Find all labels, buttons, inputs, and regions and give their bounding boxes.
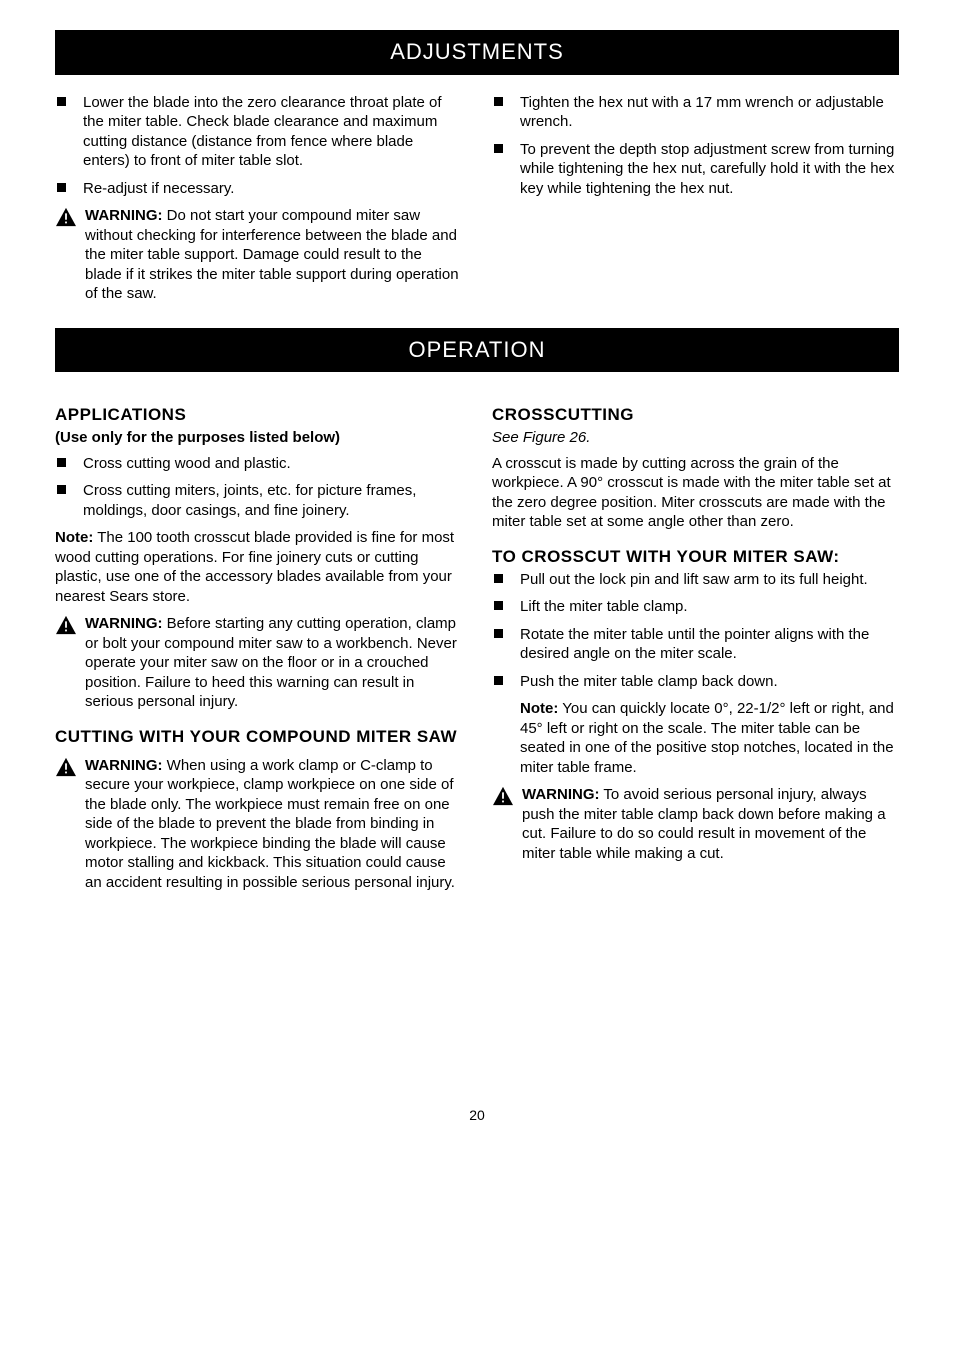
warning-label: WARNING: [85,757,163,774]
warning-text: WARNING: When using a work clamp or C-cl… [85,756,462,893]
list-item: Lower the blade into the zero clearance … [55,93,462,171]
warning-triangle-icon [55,615,77,635]
to-crosscut-list: Pull out the lock pin and lift saw arm t… [492,570,899,692]
note-body: The 100 tooth crosscut blade provided is… [55,529,454,605]
list-item: Cross cutting miters, joints, etc. for p… [55,481,462,520]
list-item: Cross cutting wood and plastic. [55,454,462,474]
warning-body: When using a work clamp or C-clamp to se… [85,757,455,891]
operation-warning-1: WARNING: Before starting any cutting ope… [55,614,462,712]
list-item: Push the miter table clamp back down. [492,672,899,692]
crosscutting-heading: CROSSCUTTING [492,404,899,426]
page-number: 20 [55,1106,899,1124]
adjustments-header: ADJUSTMENTS [55,30,899,75]
warning-text: WARNING: Before starting any cutting ope… [85,614,462,712]
list-item: Lift the miter table clamp. [492,597,899,617]
list-item: Pull out the lock pin and lift saw arm t… [492,570,899,590]
warning-label: WARNING: [522,786,600,803]
warning-triangle-icon [55,207,77,227]
warning-triangle-icon [55,757,77,777]
list-item: To prevent the depth stop adjustment scr… [492,140,899,199]
adjustments-left-col: Lower the blade into the zero clearance … [55,93,462,318]
crosscutting-text: A crosscut is made by cutting across the… [492,454,899,532]
warning-triangle-icon [492,786,514,806]
list-item: Tighten the hex nut with a 17 mm wrench … [492,93,899,132]
operation-warning-2: WARNING: When using a work clamp or C-cl… [55,756,462,893]
adjustments-columns: Lower the blade into the zero clearance … [55,93,899,318]
note-body: You can quickly locate 0°, 22-1/2° left … [520,700,894,776]
warning-label: WARNING: [85,615,163,632]
adjustments-warning: WARNING: Do not start your compound mite… [55,206,462,304]
to-crosscut-heading: TO CROSSCUT WITH YOUR MITER SAW: [492,546,899,568]
note-label: Note: [55,529,93,546]
list-item: Rotate the miter table until the pointer… [492,625,899,664]
figure-ref: See Figure 26. [492,428,899,448]
adjustments-left-list: Lower the blade into the zero clearance … [55,93,462,199]
note-label: Note: [520,700,558,717]
applications-list: Cross cutting wood and plastic. Cross cu… [55,454,462,521]
operation-right-col: CROSSCUTTING See Figure 26. A crosscut i… [492,390,899,906]
operation-warning-3: WARNING: To avoid serious personal injur… [492,785,899,863]
warning-label: WARNING: [85,207,163,224]
operation-header: OPERATION [55,328,899,373]
crosscut-note: Note: You can quickly locate 0°, 22-1/2°… [492,699,899,777]
adjustments-right-col: Tighten the hex nut with a 17 mm wrench … [492,93,899,318]
adjustments-right-list: Tighten the hex nut with a 17 mm wrench … [492,93,899,199]
warning-text: WARNING: Do not start your compound mite… [85,206,462,304]
list-item: Re-adjust if necessary. [55,179,462,199]
warning-text: WARNING: To avoid serious personal injur… [522,785,899,863]
cutting-heading: CUTTING WITH YOUR COMPOUND MITER SAW [55,726,462,748]
applications-note: Note: The 100 tooth crosscut blade provi… [55,528,462,606]
operation-left-col: APPLICATIONS (Use only for the purposes … [55,390,462,906]
operation-columns: APPLICATIONS (Use only for the purposes … [55,390,899,906]
applications-heading: APPLICATIONS [55,404,462,426]
applications-sub: (Use only for the purposes listed below) [55,428,462,448]
